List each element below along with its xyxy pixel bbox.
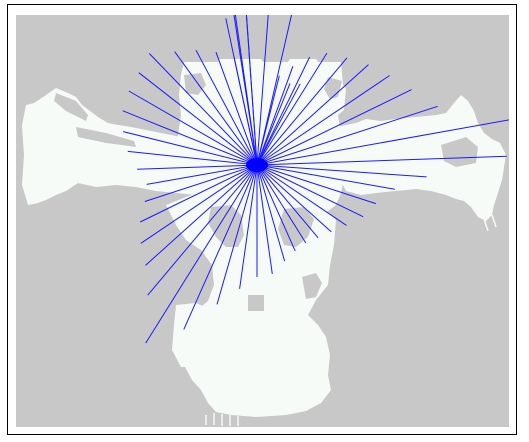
laser-ray: [128, 90, 258, 166]
laser-ray: [256, 66, 294, 166]
robot-marker[interactable]: [246, 158, 268, 172]
laser-ray: [147, 164, 258, 296]
laser-ray: [256, 52, 328, 166]
map-edge-noise: [205, 214, 497, 426]
laser-ray: [256, 164, 307, 244]
laser-ray: [183, 164, 258, 330]
laser-ray: [215, 52, 258, 166]
laser-ray: [148, 53, 258, 166]
laser-ray: [256, 56, 311, 166]
laser-ray: [256, 57, 348, 166]
laser-ray: [140, 164, 258, 244]
laser-ray: [144, 164, 258, 202]
obstacle-upper-left: [184, 73, 206, 95]
laser-ray: [256, 164, 273, 274]
laser-ray: [145, 164, 258, 344]
laser-ray: [246, 15, 258, 166]
laser-ray: [174, 51, 258, 166]
laser-ray: [256, 164, 395, 190]
map-canvas[interactable]: [16, 15, 509, 427]
laser-ray: [145, 164, 258, 266]
laser-ray: [139, 164, 258, 223]
laser-ray: [256, 164, 377, 205]
obstacle-left-inner: [76, 127, 136, 147]
obstacle-upper-right: [324, 77, 342, 99]
free-region-left: [22, 88, 208, 205]
laser-ray: [256, 164, 319, 239]
laser-ray: [256, 83, 291, 166]
laser-ray: [256, 83, 301, 166]
laser-ray: [256, 164, 347, 226]
laser-ray: [195, 49, 258, 166]
obstacle-right-top: [356, 95, 368, 111]
obstacle-left-wedge: [54, 93, 88, 121]
obstacle-right-wing: [441, 137, 478, 167]
laser-ray: [256, 75, 390, 166]
laser-ray: [233, 15, 258, 166]
laser-ray: [256, 15, 269, 166]
free-region-right: [336, 95, 506, 221]
laser-ray: [256, 164, 286, 262]
occupancy-map[interactable]: [16, 15, 509, 427]
laser-ray: [256, 164, 364, 218]
laser-ray: [256, 119, 509, 166]
free-space: [22, 59, 506, 417]
laser-ray: [256, 105, 438, 166]
obstacle-center-post: [248, 295, 264, 311]
laser-ray: [256, 164, 296, 252]
laser-ray: [122, 131, 258, 166]
laser-ray: [146, 164, 258, 185]
laser-ray: [256, 155, 507, 166]
laser-ray: [127, 150, 258, 166]
obstacle-lower-right: [302, 273, 322, 299]
laser-ray: [122, 110, 258, 166]
laser-scan: [122, 15, 509, 344]
laser-ray: [137, 164, 258, 170]
laser-ray: [256, 164, 332, 233]
free-region-lower-left: [172, 303, 214, 367]
laser-ray: [233, 57, 258, 166]
laser-ray: [256, 89, 412, 166]
laser-ray: [216, 164, 258, 305]
laser-ray: [256, 75, 280, 166]
laser-ray: [138, 72, 258, 166]
laser-ray: [256, 64, 369, 166]
laser-ray: [256, 164, 427, 178]
laser-ray: [239, 164, 258, 289]
